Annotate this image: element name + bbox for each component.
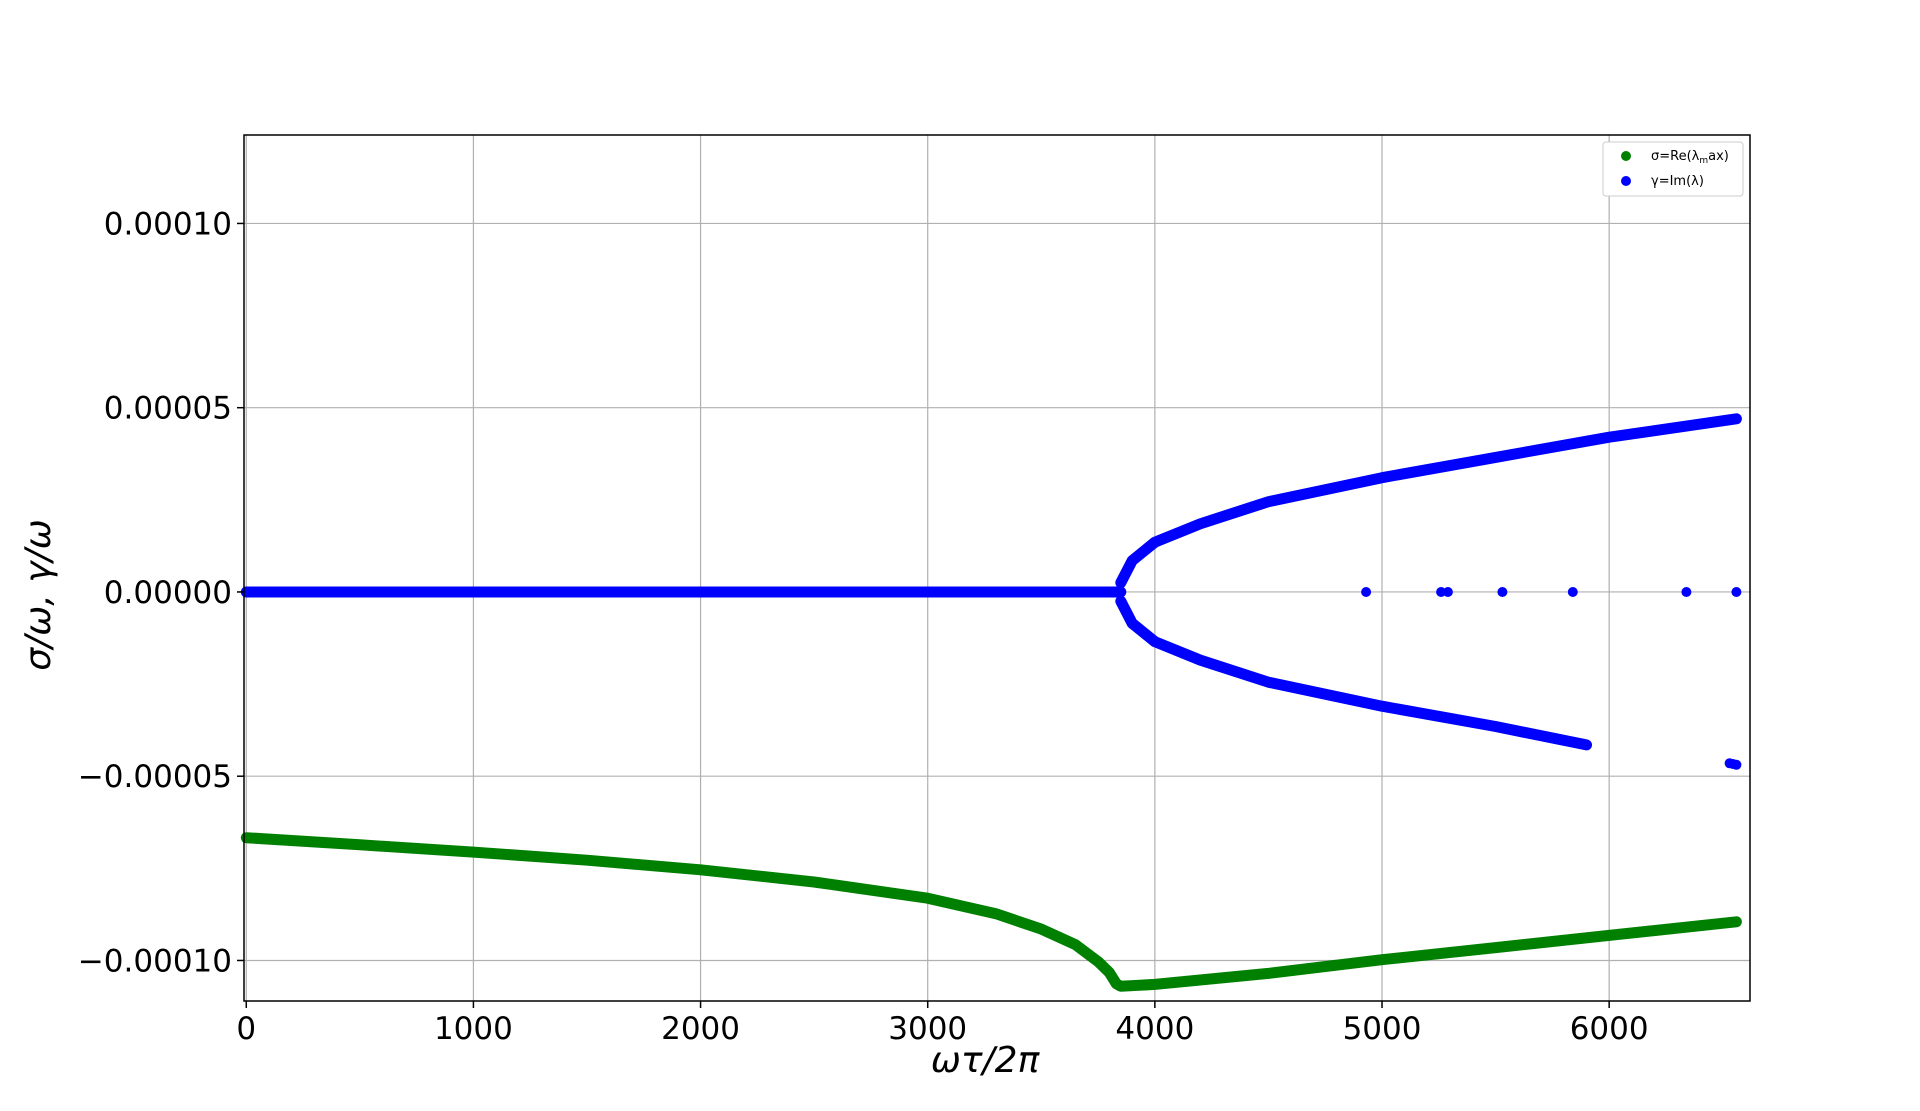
x-tick-label: 3000	[888, 1011, 967, 1047]
y-tick-label: 0.00000	[104, 575, 232, 611]
gamma-isolated-point	[1361, 587, 1372, 597]
gamma-isolated-point	[1731, 759, 1742, 770]
x-tick-label: 0	[236, 1011, 256, 1047]
y-tick-label: −0.00005	[78, 759, 232, 795]
x-tick-label: 2000	[661, 1011, 740, 1047]
legend-box	[1602, 141, 1744, 197]
gamma-isolated-point	[1442, 587, 1453, 597]
gamma-isolated-point	[1731, 587, 1742, 597]
legend-marker-gamma	[1621, 176, 1631, 186]
gamma-upper-branch	[1115, 413, 1742, 589]
x-tick-label: 6000	[1570, 1011, 1649, 1047]
x-tick-label: 1000	[434, 1011, 513, 1047]
x-axis-label: ωτ/2π	[931, 1040, 1041, 1081]
y-tick-label: 0.00010	[104, 206, 232, 242]
legend-marker-sigma	[1621, 151, 1631, 161]
legend: σ=Re(λmax) γ=Im(λ)	[1602, 141, 1744, 197]
y-tick-label: −0.00010	[78, 943, 232, 979]
x-tick-label: 5000	[1343, 1011, 1422, 1047]
gamma-isolated-point	[1497, 587, 1508, 597]
plot-frame	[243, 134, 1751, 1002]
x-tick-label: 4000	[1115, 1011, 1194, 1047]
y-axis-label: σ/ω, γ/ω	[18, 519, 59, 671]
data-series	[240, 413, 1742, 992]
legend-label-gamma: γ=Im(λ)	[1651, 174, 1704, 189]
sigma-series-line	[240, 832, 1742, 992]
gamma-isolated-point	[1681, 587, 1692, 597]
axis-ticks: 0 1000 2000 3000 4000 5000 6000 0.00010 0.00005 0…	[78, 206, 1649, 1047]
gamma-lower-branch	[1115, 595, 1592, 751]
y-tick-label: 0.00005	[104, 391, 232, 427]
legend-label-sigma: σ=Re(λmax)	[1651, 149, 1729, 166]
gamma-isolated-point	[1567, 587, 1578, 597]
